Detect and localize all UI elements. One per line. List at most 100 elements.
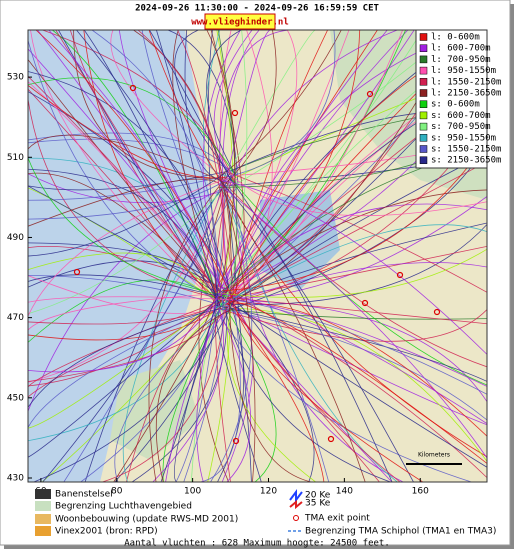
flight-track (155, 308, 232, 482)
legend-swatch (419, 33, 428, 41)
period: 2024-09-26 11:30:00 - 2024-09-26 16:59:5… (135, 4, 379, 14)
flight-track (133, 30, 232, 296)
y-tick-label: 430 (7, 473, 24, 483)
scale-label: Kilometers (418, 452, 450, 459)
key-swatch (35, 489, 51, 499)
flight-track (110, 30, 229, 182)
legend-label: s: 600-700m (431, 111, 491, 121)
flight-track (28, 279, 218, 343)
ke-symbol (289, 499, 303, 510)
flight-track (28, 275, 225, 307)
flight-track (226, 296, 487, 325)
legend-label: l: 2150-3650m (431, 89, 501, 99)
map-border (27, 29, 488, 483)
flight-track (148, 173, 231, 482)
flight-track (222, 140, 487, 292)
legend-swatch (419, 66, 428, 75)
flight-track (221, 305, 254, 482)
ke-symbol (289, 489, 303, 503)
flight-track (229, 298, 487, 395)
flight-track (221, 296, 380, 482)
flight-track (223, 30, 248, 307)
flight-track (152, 295, 224, 482)
x-tick-label: 80 (111, 487, 123, 497)
legend-label: l: 700-950m (431, 55, 491, 65)
flight-track (206, 30, 242, 174)
flight-track (28, 81, 219, 293)
key-label: Banenstelsel (55, 490, 113, 500)
flight-track (42, 30, 236, 186)
flight-track (223, 189, 330, 482)
flight-track (28, 308, 219, 408)
flight-track (221, 180, 487, 355)
flight-track (28, 177, 230, 317)
flight-track (30, 30, 216, 303)
flight-track (28, 182, 232, 315)
flight-track (230, 30, 404, 293)
flight-track (165, 306, 231, 482)
flight-track (220, 308, 487, 421)
site-url[interactable]: www.vlieghinder.nl (191, 17, 289, 28)
flight-track (225, 30, 277, 184)
flight-track (226, 30, 398, 189)
flight-track (28, 71, 233, 298)
flight-track (55, 30, 217, 293)
y-tick-label: 530 (7, 73, 24, 83)
legend-label: s: 1550-2150m (431, 145, 501, 155)
flight-track (58, 30, 221, 305)
flight-track (156, 30, 219, 302)
flight-track (28, 99, 224, 300)
legend-label: s: 2150-3650m (431, 156, 501, 166)
flight-track (83, 30, 218, 300)
flight-track (218, 183, 487, 459)
flight-track (28, 296, 221, 442)
flight-track (225, 203, 487, 292)
flight-track (80, 307, 221, 482)
key-swatch (35, 514, 51, 524)
flight-track (227, 308, 316, 482)
flight-track (183, 297, 224, 482)
flight-track (41, 298, 226, 482)
flight-track (148, 30, 227, 189)
flight-track (219, 175, 256, 482)
flight-track (221, 30, 260, 296)
flight-track (131, 306, 228, 482)
flight-track (35, 30, 235, 302)
flight-track (232, 245, 487, 298)
flight-track (28, 293, 220, 331)
flight-track (28, 40, 230, 307)
flight-track (225, 307, 487, 462)
flight-track (28, 168, 217, 300)
map (28, 30, 487, 482)
tma-exit-point (73, 268, 81, 276)
key-label: Woonbebouwing (update RWS-MD 2001) (55, 515, 238, 525)
key-swatch (35, 501, 51, 511)
flight-track (175, 182, 226, 482)
x-tick-label: 120 (260, 487, 277, 497)
flight-track (28, 157, 229, 297)
legend-label: s: 700-950m (431, 122, 491, 132)
legend-swatch (419, 111, 428, 120)
y-tick-label: 450 (7, 393, 24, 403)
flight-track (229, 300, 487, 464)
flight-track (28, 274, 233, 301)
legend-label: l: 950-1550m (431, 66, 496, 76)
key-label: Vinex2001 (bron: RPD) (55, 527, 158, 537)
legend-swatch (419, 78, 428, 86)
flight-track (228, 187, 487, 368)
legend-label: l: 600-700m (431, 44, 491, 54)
y-tick-label: 490 (7, 233, 24, 243)
flight-track (28, 252, 217, 305)
tma-exit-point (366, 90, 374, 98)
flight-track (28, 172, 226, 257)
flight-track (28, 187, 223, 305)
flight-track (227, 30, 336, 178)
tma-exit-point (361, 299, 369, 307)
flight-track (190, 307, 226, 482)
flight-track (28, 182, 236, 412)
flight-track (149, 30, 232, 182)
flight-track (226, 153, 487, 308)
flight-track (215, 293, 487, 468)
flight-track (230, 302, 487, 437)
